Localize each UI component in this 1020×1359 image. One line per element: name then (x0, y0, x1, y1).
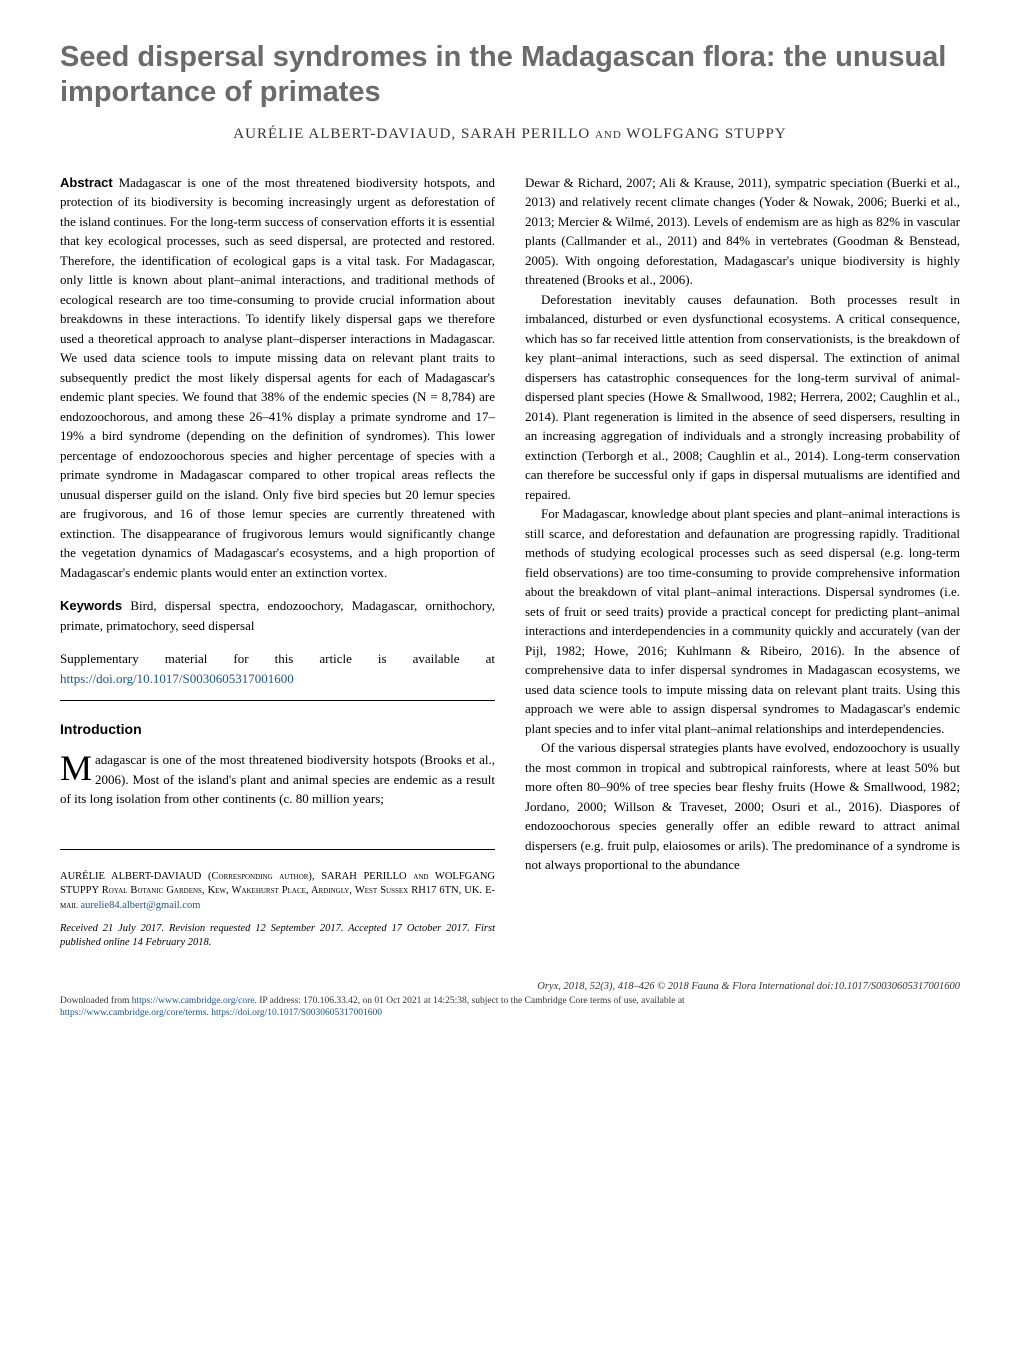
affiliation-divider (60, 849, 495, 850)
footer-dl-prefix: Downloaded from (60, 996, 132, 1006)
article-title: Seed dispersal syndromes in the Madagasc… (60, 40, 960, 110)
supp-link[interactable]: https://doi.org/10.1017/S003060531700160… (60, 671, 294, 686)
intro-p1-text: adagascar is one of the most threatened … (60, 752, 495, 806)
keywords-label: Keywords (60, 598, 122, 613)
abstract-text: Madagascar is one of the most threatened… (60, 175, 495, 580)
col2-paragraph-1: Dewar & Richard, 2007; Ali & Krause, 201… (525, 173, 960, 290)
authors-text: AURÉLIE ALBERT-DAVIAUD, SARAH PERILLO an… (233, 126, 786, 142)
author-email-link[interactable]: aurelie84.albert@gmail.com (81, 900, 201, 911)
two-column-layout: Abstract Madagascar is one of the most t… (60, 173, 960, 951)
keywords-paragraph: Keywords Bird, dispersal spectra, endozo… (60, 596, 495, 635)
col2-paragraph-4: Of the various dispersal strategies plan… (525, 738, 960, 875)
footer-citation: Oryx, 2018, 52(3), 418–426 © 2018 Fauna … (60, 981, 960, 992)
left-column: Abstract Madagascar is one of the most t… (60, 173, 495, 951)
col2-paragraph-3: For Madagascar, knowledge about plant sp… (525, 504, 960, 738)
keywords-text: Bird, dispersal spectra, endozoochory, M… (60, 598, 495, 633)
introduction-heading: Introduction (60, 719, 495, 740)
col2-paragraph-2: Deforestation inevitably causes defaunat… (525, 290, 960, 505)
received-dates: Received 21 July 2017. Revision requeste… (60, 922, 495, 951)
abstract-paragraph: Abstract Madagascar is one of the most t… (60, 173, 495, 583)
section-divider (60, 700, 495, 701)
footer-doi-link[interactable]: https://doi.org/10.1017/S003060531700160… (211, 1008, 382, 1018)
footer-download-info: Downloaded from https://www.cambridge.or… (60, 995, 960, 1020)
abstract-label: Abstract (60, 175, 113, 190)
dropcap-m: M (60, 750, 95, 784)
author-affiliation: AURÉLIE ALBERT-DAVIAUD (Corresponding au… (60, 870, 495, 914)
supp-text: Supplementary material for this article … (60, 651, 495, 666)
footer-terms-link[interactable]: https://www.cambridge.org/core/terms (60, 1008, 206, 1018)
right-column: Dewar & Richard, 2007; Ali & Krause, 201… (525, 173, 960, 951)
supplementary-paragraph: Supplementary material for this article … (60, 649, 495, 688)
footer-dl-mid: . IP address: 170.106.33.42, on 01 Oct 2… (254, 996, 684, 1006)
page-footer: Oryx, 2018, 52(3), 418–426 © 2018 Fauna … (60, 981, 960, 1020)
authors-line: AURÉLIE ALBERT-DAVIAUD, SARAH PERILLO an… (60, 126, 960, 143)
footer-cambridge-link[interactable]: https://www.cambridge.org/core (132, 996, 255, 1006)
intro-paragraph-1: Madagascar is one of the most threatened… (60, 750, 495, 809)
